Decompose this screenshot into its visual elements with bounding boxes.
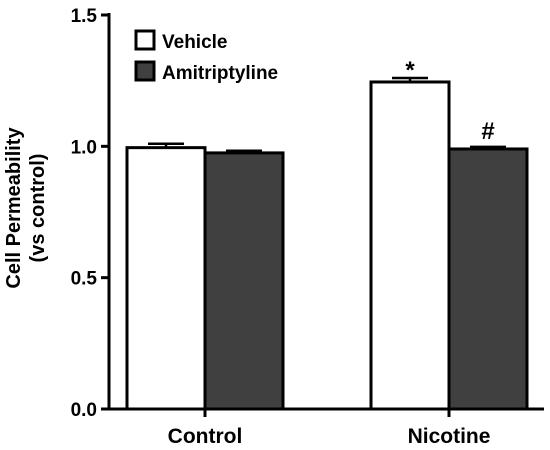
legend-label-vehicle: Vehicle [162, 32, 228, 53]
significance-asterisk: * [405, 57, 415, 84]
y-tick-label: 1.0 [71, 137, 97, 158]
significance-hash: # [481, 118, 494, 145]
bar-nicotine-amitriptyline [447, 147, 529, 411]
bar-control-vehicle [125, 146, 207, 411]
legend: Vehicle Amitriptyline [134, 29, 278, 84]
legend-label-amitriptyline: Amitriptyline [162, 63, 278, 84]
axes-layer: 0.0 0.5 1.0 1.5 Control Nicotine [71, 6, 544, 448]
bar-control-amitriptyline [203, 151, 285, 411]
legend-swatch-amitriptyline [134, 60, 156, 82]
category-label-control: Control [168, 425, 243, 448]
y-tick-label: 0.5 [71, 269, 98, 290]
bar-nicotine-vehicle [369, 80, 451, 411]
y-tick-label: 0.0 [71, 400, 97, 421]
y-axis-title: Cell Permeability (vs control) [3, 127, 49, 289]
y-axis-title-line-1: Cell Permeability [3, 127, 25, 289]
y-axis-title-line-2: (vs control) [27, 154, 49, 263]
y-tick-label: 1.5 [71, 6, 98, 27]
legend-swatch-vehicle [134, 29, 156, 51]
bars-layer: *# [125, 57, 529, 411]
category-label-nicotine: Nicotine [408, 425, 491, 448]
